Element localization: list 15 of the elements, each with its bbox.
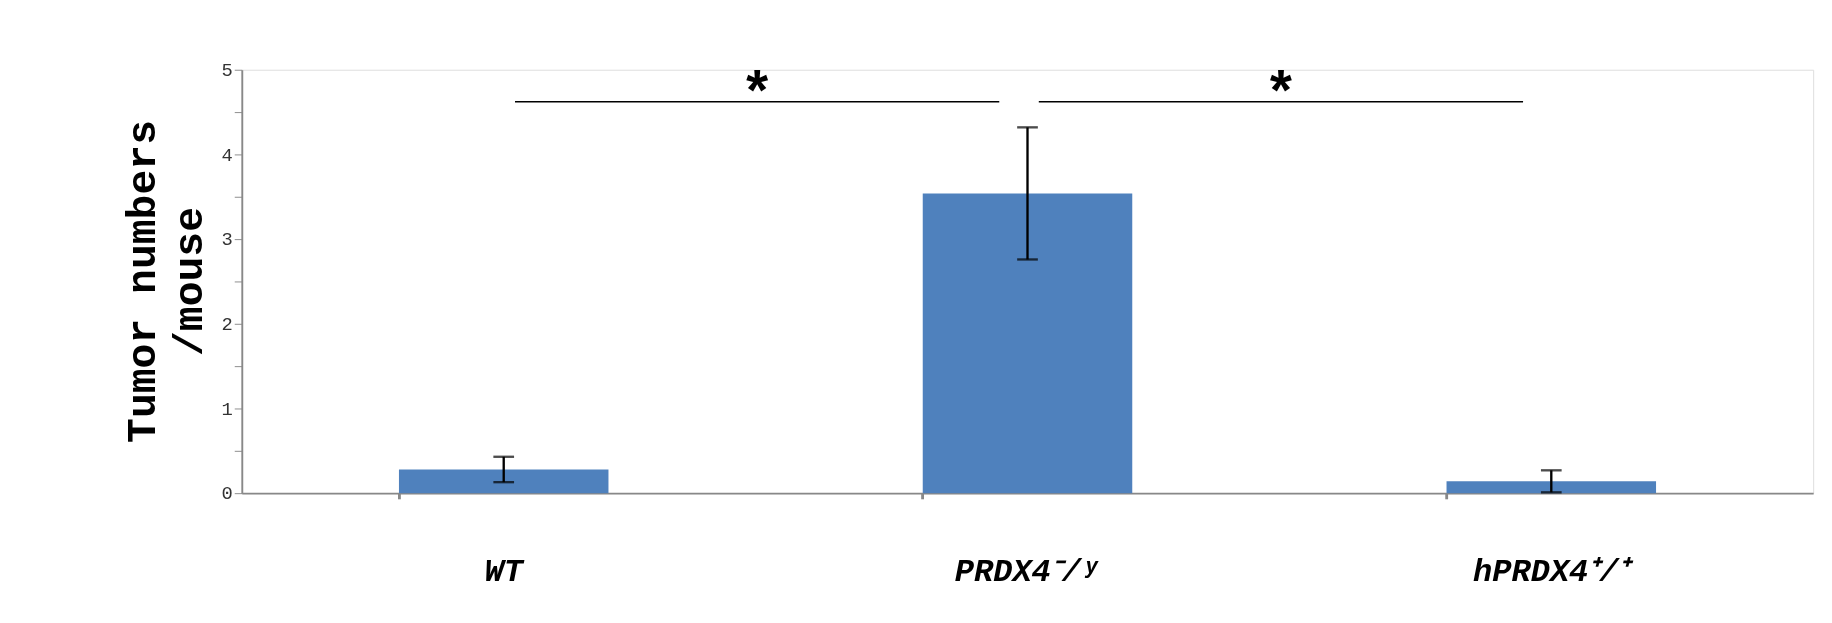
y-axis-title: Tumor numbers /mouse bbox=[121, 120, 215, 443]
x-tick-label: WT bbox=[484, 554, 525, 592]
annotation: * bbox=[1263, 65, 1298, 130]
y-tick-label: 3 bbox=[221, 229, 233, 252]
annotation: * bbox=[740, 65, 775, 130]
y-tick-label: 0 bbox=[221, 483, 233, 506]
x-tick-label: hPRDX4⁺/⁺ bbox=[1473, 554, 1635, 592]
bar bbox=[398, 469, 609, 494]
x-tick-label: PRDX4⁻/ʸ bbox=[954, 554, 1101, 592]
bar bbox=[922, 193, 1133, 494]
y-tick-label: 2 bbox=[221, 313, 233, 336]
y-tick-label: 1 bbox=[221, 398, 233, 421]
y-tick-label: 4 bbox=[221, 144, 233, 167]
bar bbox=[1446, 481, 1657, 494]
y-tick-label: 5 bbox=[221, 59, 233, 82]
